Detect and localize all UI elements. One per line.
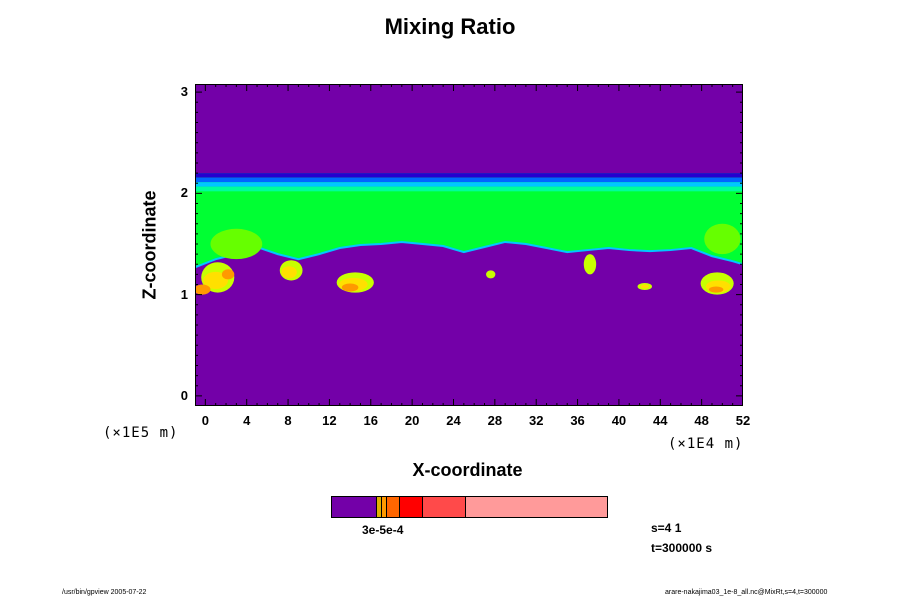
x-tick-label: 0: [201, 413, 209, 428]
colorbar-label: 3e-5e-4: [362, 523, 404, 537]
colorbar-segment: [381, 497, 388, 517]
layer-top-band: [195, 177, 743, 183]
x-tick-label: 12: [322, 413, 337, 428]
y-tick-label: 3: [180, 84, 188, 100]
layer-base-rim: [195, 240, 743, 269]
heatmap-plot: [195, 84, 743, 406]
x-tick-label: 36: [570, 413, 585, 428]
plot-border: [195, 84, 743, 406]
colorbar: [331, 496, 608, 518]
x-scale-label: (×1E4 m): [668, 436, 744, 452]
layer-top-band: [195, 173, 743, 178]
x-tick-label: 16: [363, 413, 378, 428]
convective-cell: [640, 284, 649, 289]
colorbar-segment: [387, 497, 401, 517]
x-tick-label: 20: [404, 413, 420, 428]
x-tick-label: 40: [611, 413, 627, 428]
colorbar-segment: [400, 497, 423, 517]
y-scale-label: (×1E5 m): [103, 425, 179, 441]
y-tick-label: 1: [180, 286, 188, 302]
colorbar-segment: [376, 497, 382, 517]
convective-cell: [704, 223, 741, 255]
convective-cell: [708, 286, 724, 293]
convective-cell: [195, 284, 211, 295]
colorbar-segment: [422, 497, 466, 517]
convective-cell: [203, 271, 229, 290]
chart-title: Mixing Ratio: [384, 14, 516, 39]
x-tick-label: 48: [694, 413, 709, 428]
convective-cell: [486, 270, 496, 279]
convective-cell: [210, 228, 263, 260]
convective-cell: [583, 254, 597, 275]
y-tick-label: 2: [180, 185, 188, 201]
info-s: s=4 1: [651, 521, 682, 535]
colorbar-segment: [332, 497, 377, 517]
layer-top-band: [195, 182, 743, 187]
convective-cell: [341, 283, 359, 292]
layer-body: [195, 173, 743, 268]
x-tick-label: 52: [735, 413, 751, 428]
y-tick-label: 0: [180, 387, 188, 403]
x-tick-label: 28: [487, 413, 503, 428]
convective-cell: [281, 266, 297, 279]
x-tick-label: 24: [446, 413, 461, 428]
x-tick-label: 4: [243, 413, 251, 428]
layer-top-band: [195, 186, 743, 192]
x-tick-label: 44: [653, 413, 668, 428]
plot-frame: [195, 84, 743, 406]
footer-right: arare-nakajima03_1e-8_all.nc@MixRt,s=4,t…: [665, 589, 828, 596]
colorbar-segment: [465, 497, 607, 517]
footer-left: /usr/bin/gpview 2005-07-22: [62, 589, 147, 596]
info-t: t=300000 s: [651, 541, 713, 555]
x-axis-label: X-coordinate: [412, 460, 523, 480]
moist-layer: [195, 173, 743, 295]
x-tick-label: 32: [528, 413, 544, 428]
y-axis-label: Z-coordinate: [139, 190, 160, 300]
convective-cell: [221, 269, 235, 280]
x-tick-label: 8: [284, 413, 292, 428]
